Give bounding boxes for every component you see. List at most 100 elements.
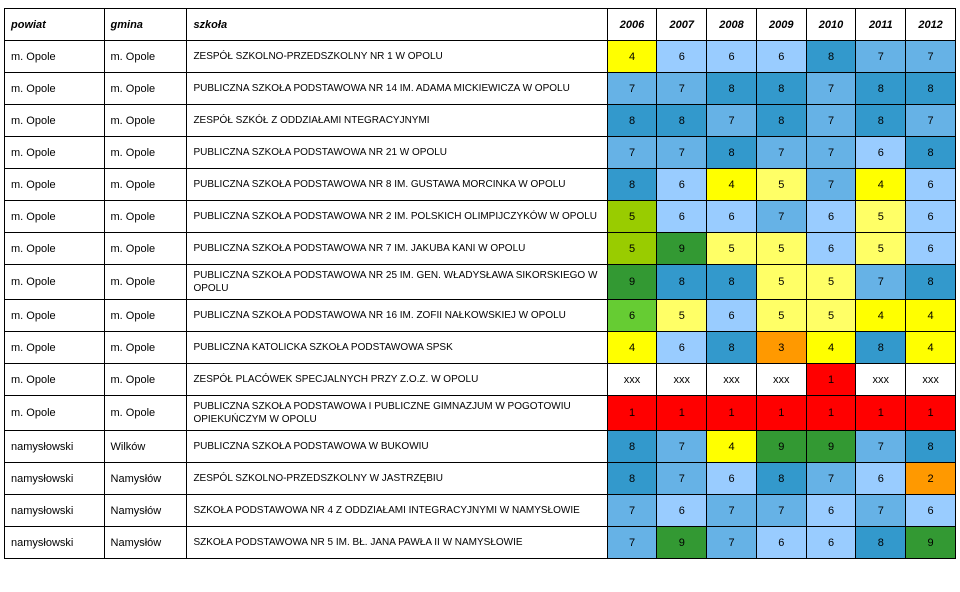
col-header-year: 2007 <box>657 9 707 41</box>
cell-value: 4 <box>707 169 757 201</box>
cell-gmina: m. Opole <box>104 105 187 137</box>
cell-value: 1 <box>707 396 757 431</box>
cell-szkola: ZESPÓŁ PLACÓWEK SPECJALNYCH PRZY Z.O.Z. … <box>187 364 607 396</box>
cell-value: 7 <box>756 495 806 527</box>
cell-szkola: ZESPÓL SZKOLNO-PRZEDSZKOLNY W JASTRZĘBIU <box>187 463 607 495</box>
cell-gmina: m. Opole <box>104 265 187 300</box>
cell-value: 6 <box>657 169 707 201</box>
cell-value: 3 <box>756 332 806 364</box>
cell-value: 7 <box>856 495 906 527</box>
cell-value: 7 <box>856 265 906 300</box>
cell-value: 8 <box>856 527 906 559</box>
cell-value: 8 <box>906 73 956 105</box>
cell-szkola: ZESPÓŁ SZKOLNO-PRZEDSZKOLNY NR 1 W OPOLU <box>187 41 607 73</box>
cell-value: 1 <box>806 396 856 431</box>
cell-value: xxx <box>657 364 707 396</box>
cell-value: 7 <box>657 137 707 169</box>
cell-value: 7 <box>607 495 657 527</box>
cell-powiat: m. Opole <box>5 201 105 233</box>
cell-value: 7 <box>707 527 757 559</box>
cell-value: 8 <box>607 463 657 495</box>
cell-value: 6 <box>906 169 956 201</box>
cell-value: 8 <box>906 137 956 169</box>
table-row: m. Opolem. OpolePUBLICZNA SZKOŁA PODSTAW… <box>5 396 956 431</box>
cell-gmina: m. Opole <box>104 233 187 265</box>
cell-gmina: m. Opole <box>104 137 187 169</box>
cell-value: 8 <box>657 265 707 300</box>
cell-value: 6 <box>906 233 956 265</box>
cell-gmina: m. Opole <box>104 73 187 105</box>
cell-value: 6 <box>806 527 856 559</box>
cell-szkola: PUBLICZNA SZKOŁA PODSTAWOWA NR 7 IM. JAK… <box>187 233 607 265</box>
cell-szkola: ZESPÓŁ SZKÓŁ Z ODDZIAŁAMI NTEGRACYJNYMI <box>187 105 607 137</box>
cell-value: 9 <box>806 431 856 463</box>
cell-value: 4 <box>856 169 906 201</box>
cell-value: 7 <box>657 73 707 105</box>
cell-value: 5 <box>756 169 806 201</box>
cell-gmina: m. Opole <box>104 41 187 73</box>
col-header-year: 2006 <box>607 9 657 41</box>
cell-powiat: m. Opole <box>5 73 105 105</box>
cell-value: 6 <box>806 495 856 527</box>
cell-value: 8 <box>707 137 757 169</box>
cell-value: 7 <box>806 463 856 495</box>
cell-szkola: PUBLICZNA SZKOŁA PODSTAWOWA I PUBLICZNE … <box>187 396 607 431</box>
cell-value: 7 <box>657 463 707 495</box>
cell-value: 6 <box>657 201 707 233</box>
cell-value: 6 <box>707 41 757 73</box>
col-header-year: 2009 <box>756 9 806 41</box>
cell-szkola: PUBLICZNA SZKOŁA PODSTAWOWA NR 25 IM. GE… <box>187 265 607 300</box>
cell-value: 6 <box>756 527 806 559</box>
cell-value: 7 <box>607 527 657 559</box>
cell-value: 8 <box>707 332 757 364</box>
cell-value: 8 <box>806 41 856 73</box>
cell-value: 9 <box>756 431 806 463</box>
cell-value: 4 <box>607 332 657 364</box>
cell-gmina: Namysłów <box>104 495 187 527</box>
table-row: m. Opolem. OpolePUBLICZNA SZKOŁA PODSTAW… <box>5 265 956 300</box>
cell-value: 5 <box>607 201 657 233</box>
cell-value: 6 <box>906 495 956 527</box>
table-row: m. Opolem. OpolePUBLICZNA SZKOŁA PODSTAW… <box>5 300 956 332</box>
cell-value: 8 <box>607 169 657 201</box>
table-row: m. Opolem. OpoleZESPÓŁ SZKOLNO-PRZEDSZKO… <box>5 41 956 73</box>
cell-value: 4 <box>906 300 956 332</box>
cell-value: xxx <box>607 364 657 396</box>
cell-value: 7 <box>806 137 856 169</box>
cell-value: 8 <box>856 73 906 105</box>
cell-value: 8 <box>856 332 906 364</box>
cell-value: 6 <box>806 233 856 265</box>
cell-szkola: PUBLICZNA SZKOŁA PODSTAWOWA NR 2 IM. POL… <box>187 201 607 233</box>
cell-gmina: m. Opole <box>104 364 187 396</box>
cell-value: 8 <box>707 73 757 105</box>
table-row: namysłowskiNamysłówSZKOŁA PODSTAWOWA NR … <box>5 527 956 559</box>
cell-value: 7 <box>707 495 757 527</box>
cell-value: 1 <box>607 396 657 431</box>
cell-value: 5 <box>707 233 757 265</box>
cell-value: 8 <box>607 105 657 137</box>
cell-gmina: m. Opole <box>104 332 187 364</box>
cell-value: 7 <box>806 105 856 137</box>
cell-powiat: m. Opole <box>5 41 105 73</box>
cell-value: 5 <box>856 201 906 233</box>
cell-value: 8 <box>756 73 806 105</box>
table-row: m. Opolem. OpolePUBLICZNA SZKOŁA PODSTAW… <box>5 233 956 265</box>
table-row: m. Opolem. OpolePUBLICZNA SZKOŁA PODSTAW… <box>5 73 956 105</box>
cell-value: 7 <box>906 105 956 137</box>
cell-value: xxx <box>906 364 956 396</box>
cell-value: 6 <box>707 201 757 233</box>
cell-szkola: PUBLICZNA SZKOŁA PODSTAWOWA W BUKOWIU <box>187 431 607 463</box>
table-row: namysłowskiNamysłówSZKOŁA PODSTAWOWA NR … <box>5 495 956 527</box>
table-row: m. Opolem. OpolePUBLICZNA SZKOŁA PODSTAW… <box>5 137 956 169</box>
cell-value: 1 <box>756 396 806 431</box>
cell-value: 7 <box>906 41 956 73</box>
cell-szkola: PUBLICZNA SZKOŁA PODSTAWOWA NR 21 W OPOL… <box>187 137 607 169</box>
cell-szkola: PUBLICZNA KATOLICKA SZKOŁA PODSTAWOWA SP… <box>187 332 607 364</box>
cell-value: 6 <box>756 41 806 73</box>
cell-powiat: m. Opole <box>5 332 105 364</box>
cell-value: 6 <box>906 201 956 233</box>
cell-value: 7 <box>607 73 657 105</box>
cell-value: 5 <box>806 300 856 332</box>
cell-value: 1 <box>856 396 906 431</box>
cell-value: 1 <box>906 396 956 431</box>
